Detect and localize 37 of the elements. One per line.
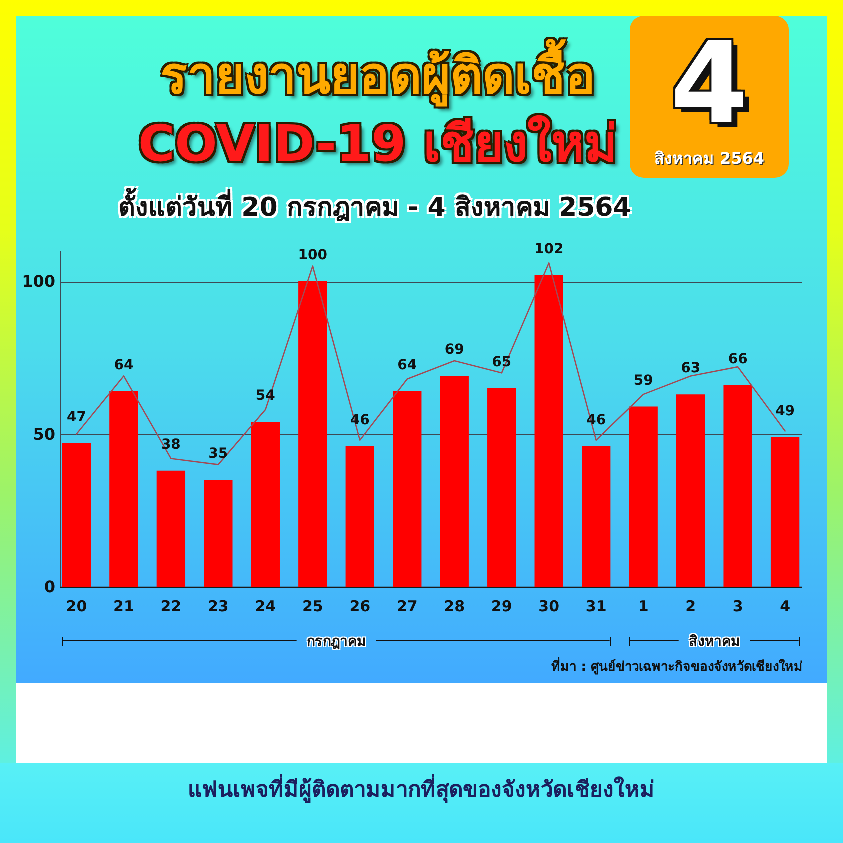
data-label: 63: [681, 360, 701, 377]
x-tick-label: 26: [350, 598, 371, 616]
x-tick-label: 27: [396, 598, 418, 616]
data-label: 64: [114, 358, 134, 374]
data-label: 35: [208, 446, 228, 462]
data-label: 102: [534, 241, 564, 258]
data-label: 69: [444, 342, 464, 358]
data-label: 66: [728, 351, 748, 368]
text: สิงหาคม: [688, 633, 741, 652]
x-tick-label: 20: [66, 598, 88, 616]
data-label: 47: [66, 409, 86, 426]
x-tick-label: 21: [114, 598, 134, 616]
x-tick-label: 22: [160, 598, 182, 616]
x-tick-label: 28: [444, 598, 466, 616]
y-tick-label: 100: [22, 272, 56, 292]
data-label: 64: [398, 358, 418, 374]
data-label: 59: [634, 372, 654, 389]
x-tick-label: 2: [686, 598, 696, 616]
y-tick-label: 0: [44, 578, 56, 596]
x-tick-label: 31: [586, 598, 607, 616]
date-badge: 4 สิงหาคม 2564: [630, 16, 789, 178]
text: ที่มา : ศูนย์ข่าวเฉพาะกิจของจังหวัดเชียงใหม่: [552, 656, 803, 677]
x-tick-label: 4: [780, 598, 791, 616]
data-label: 38: [161, 436, 181, 453]
x-tick-label: 30: [538, 598, 560, 616]
data-label: 49: [776, 403, 796, 420]
text: กรกฎาคม: [306, 633, 368, 652]
data-label: 100: [298, 248, 328, 264]
x-tick-label: 1: [638, 598, 649, 616]
text: แฟนเพจที่มีผู้ติดตามมากที่สุดของจังหวัดเชียงใหม่: [187, 773, 656, 806]
x-tick-label: 25: [302, 598, 324, 616]
x-tick-label: 29: [491, 598, 512, 616]
chart-subtitle: ตั้งแต่วันที่ 20 กรกฎาคม - 4 สิงหาคม 2564: [118, 187, 632, 225]
x-tick-label: 24: [255, 598, 276, 616]
x-tick-label: 3: [732, 598, 744, 616]
y-tick-label: 50: [33, 424, 56, 444]
x-tick-label: 23: [208, 598, 229, 616]
